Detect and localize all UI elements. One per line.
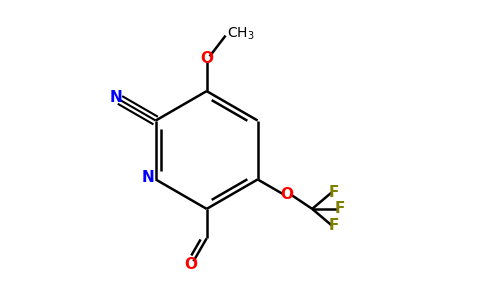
Text: F: F bbox=[329, 185, 339, 200]
Text: O: O bbox=[200, 51, 213, 66]
Text: O: O bbox=[280, 187, 293, 202]
Text: N: N bbox=[142, 170, 155, 185]
Text: CH$_3$: CH$_3$ bbox=[227, 26, 255, 42]
Text: F: F bbox=[334, 201, 345, 216]
Text: O: O bbox=[184, 257, 197, 272]
Text: F: F bbox=[329, 218, 339, 232]
Text: N: N bbox=[110, 90, 123, 105]
